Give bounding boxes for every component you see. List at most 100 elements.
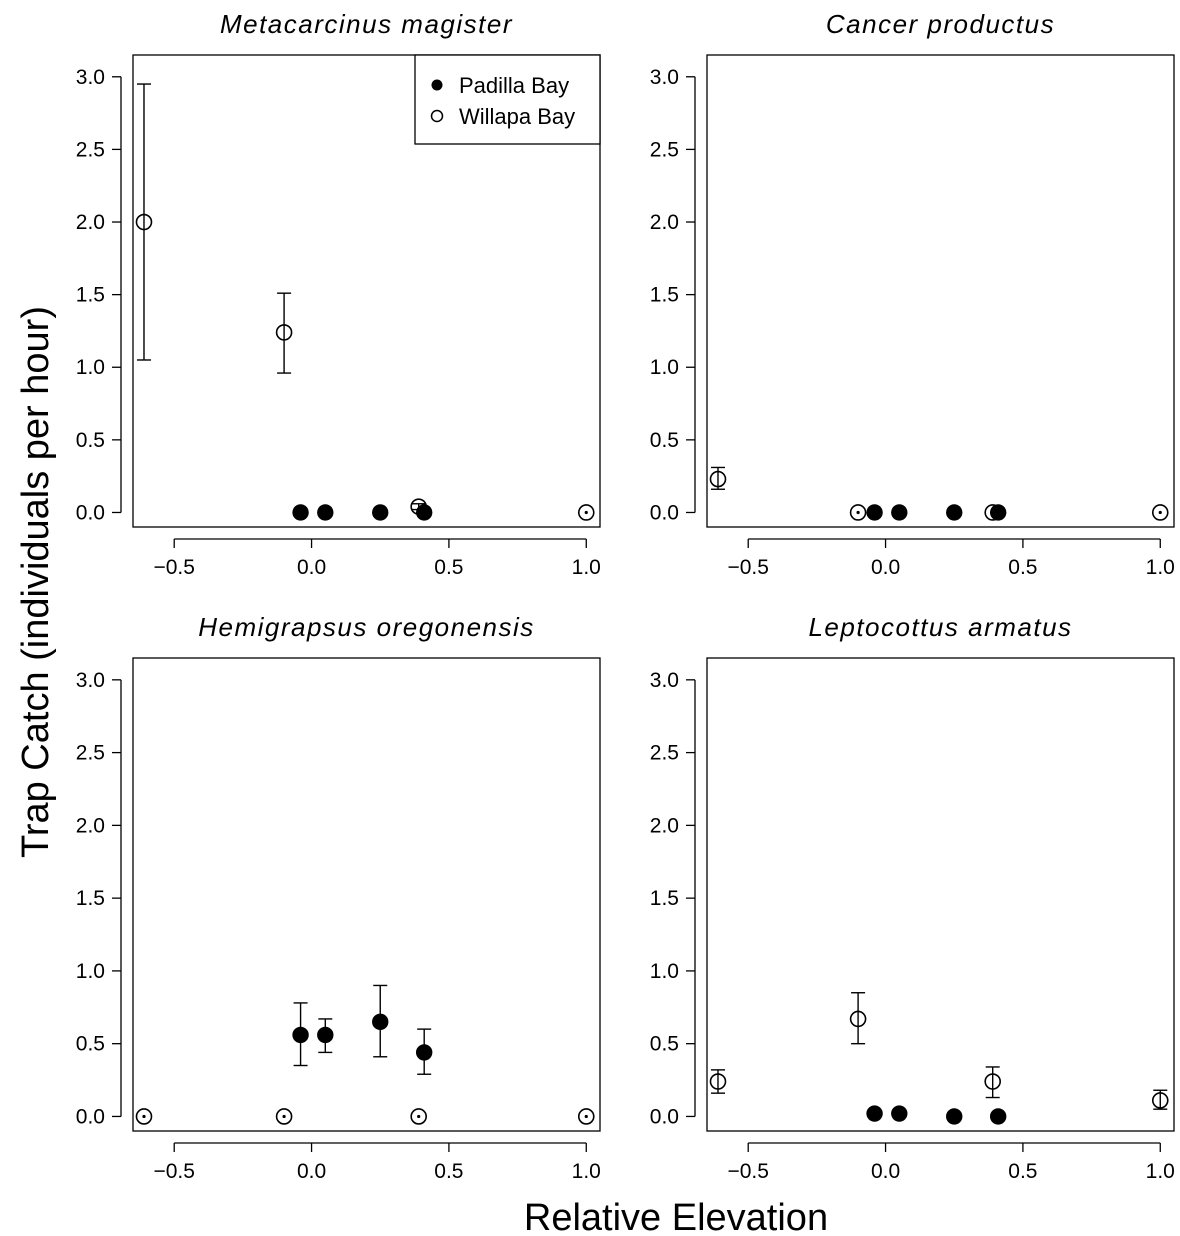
x-tick-label: 0.0 [297,1160,326,1183]
x-tick-label: 1.0 [572,556,601,579]
y-tick-label: 1.5 [76,284,105,307]
data-point-open [709,470,727,488]
panel-title: Metacarcinus magister [220,9,513,39]
series-willapa-bay [135,1108,595,1125]
data-point-zero-dot [856,510,860,515]
legend-box [414,54,601,145]
panel-2: Cancer productus −0.5 0.0 0.5 1.0 0.0 0.5 1.0 1.… [650,9,1175,579]
y-tick-label: 0.5 [650,429,679,452]
y-tick-label: 1.5 [76,887,105,910]
y-tick-label: 3.0 [76,66,105,89]
data-point-filled [317,504,334,521]
data-point-open [135,213,153,231]
data-point-open [1151,504,1169,521]
series-willapa-bay [135,83,595,521]
y-tick-label: 0.0 [650,501,679,524]
data-point-filled [866,1105,883,1122]
y-tick-label: 0.5 [76,1033,105,1056]
y-tick-label: 1.0 [650,356,679,379]
panel-title: Leptocottus armatus [808,612,1072,642]
data-point-open [984,504,1001,521]
panel-1: Metacarcinus magister −0.5 0.0 0.5 1.0 0.0 0.5… [76,9,601,579]
data-point-open [275,1108,293,1125]
data-point-open [577,1108,595,1125]
y-tick-label: 0.0 [76,1105,105,1128]
x-tick-label: −0.5 [727,556,768,579]
data-point-filled [317,1026,334,1044]
y-tick-label: 2.5 [650,742,679,765]
y-tick-label: 2.0 [650,211,679,234]
x-tick-label: 0.0 [871,1160,900,1183]
x-tick-label: −0.5 [727,1160,768,1183]
y-tick-label: 1.5 [650,284,679,307]
data-point-filled [989,1108,1007,1125]
series-willapa-bay [709,466,1169,521]
panels: Metacarcinus magister −0.5 0.0 0.5 1.0 0.0 0.5… [76,9,1175,1183]
x-tick-label: 0.5 [434,1160,463,1183]
legend-marker-filled [431,79,443,91]
y-axis-label: Trap Catch (individuals per hour) [15,306,57,858]
data-point-filled [946,1108,963,1125]
y-tick-label: 0.0 [650,1105,679,1128]
x-tick-label: 0.5 [1008,556,1037,579]
data-point-open [135,1108,153,1125]
plot-frame [706,54,1175,528]
data-point-open [709,1073,727,1090]
data-point-filled [415,1044,433,1061]
x-tick-label: 0.5 [434,556,463,579]
data-point-filled [866,504,883,521]
y-tick-label: 2.0 [76,211,105,234]
panel-3: Hemigrapsus oregonensis −0.5 0.0 0.5 1.0 0.0 0… [76,612,601,1183]
series-padilla-bay [866,1105,1007,1125]
data-point-filled [292,1026,309,1044]
data-point-open [849,1010,867,1028]
data-point-zero-dot [584,510,588,515]
data-point-zero-dot [584,1114,588,1119]
x-tick-label: −0.5 [153,556,194,579]
y-tick-label: 1.0 [650,960,679,983]
data-point-open [1151,1092,1169,1109]
plot-frame [132,657,601,1132]
panel-title: Cancer productus [826,9,1055,39]
y-tick-label: 1.5 [650,887,679,910]
data-point-filled [292,504,309,521]
data-point-open [410,1108,427,1125]
y-tick-label: 0.5 [76,429,105,452]
y-tick-label: 2.0 [650,814,679,837]
x-tick-label: 1.0 [1146,1160,1175,1183]
x-tick-label: −0.5 [153,1160,194,1183]
data-point-filled [372,504,389,521]
y-tick-label: 2.5 [650,138,679,161]
data-point-zero-dot [282,1114,286,1119]
panel-4: Leptocottus armatus −0.5 0.0 0.5 1.0 0.0 0.5 1.… [650,612,1175,1183]
data-point-filled [946,504,963,521]
panel-title: Hemigrapsus oregonensis [198,612,535,642]
y-tick-label: 3.0 [650,66,679,89]
data-point-filled [891,504,908,521]
data-point-zero-dot [991,510,995,515]
y-tick-label: 0.5 [650,1033,679,1056]
y-tick-label: 2.5 [76,742,105,765]
data-point-zero-dot [142,1114,146,1119]
data-point-open [275,324,293,341]
data-point-open [849,504,867,521]
series-padilla-bay [292,984,433,1075]
y-tick-label: 3.0 [76,669,105,692]
series-padilla-bay [866,504,1007,521]
x-axis-label: Relative Elevation [524,1197,828,1236]
x-tick-label: 1.0 [1146,556,1175,579]
plot-frame [132,54,601,528]
y-tick-label: 0.0 [76,501,105,524]
series-willapa-bay [709,992,1169,1110]
data-point-open [577,504,595,521]
data-point-filled [989,504,1007,521]
legend-label: Willapa Bay [459,104,575,129]
x-tick-label: 0.5 [1008,1160,1037,1183]
data-point-zero-dot [417,1114,421,1119]
y-tick-label: 2.0 [76,814,105,837]
legend-marker-open [430,109,444,123]
x-tick-label: 1.0 [572,1160,601,1183]
x-tick-label: 0.0 [297,556,326,579]
y-tick-label: 3.0 [650,669,679,692]
